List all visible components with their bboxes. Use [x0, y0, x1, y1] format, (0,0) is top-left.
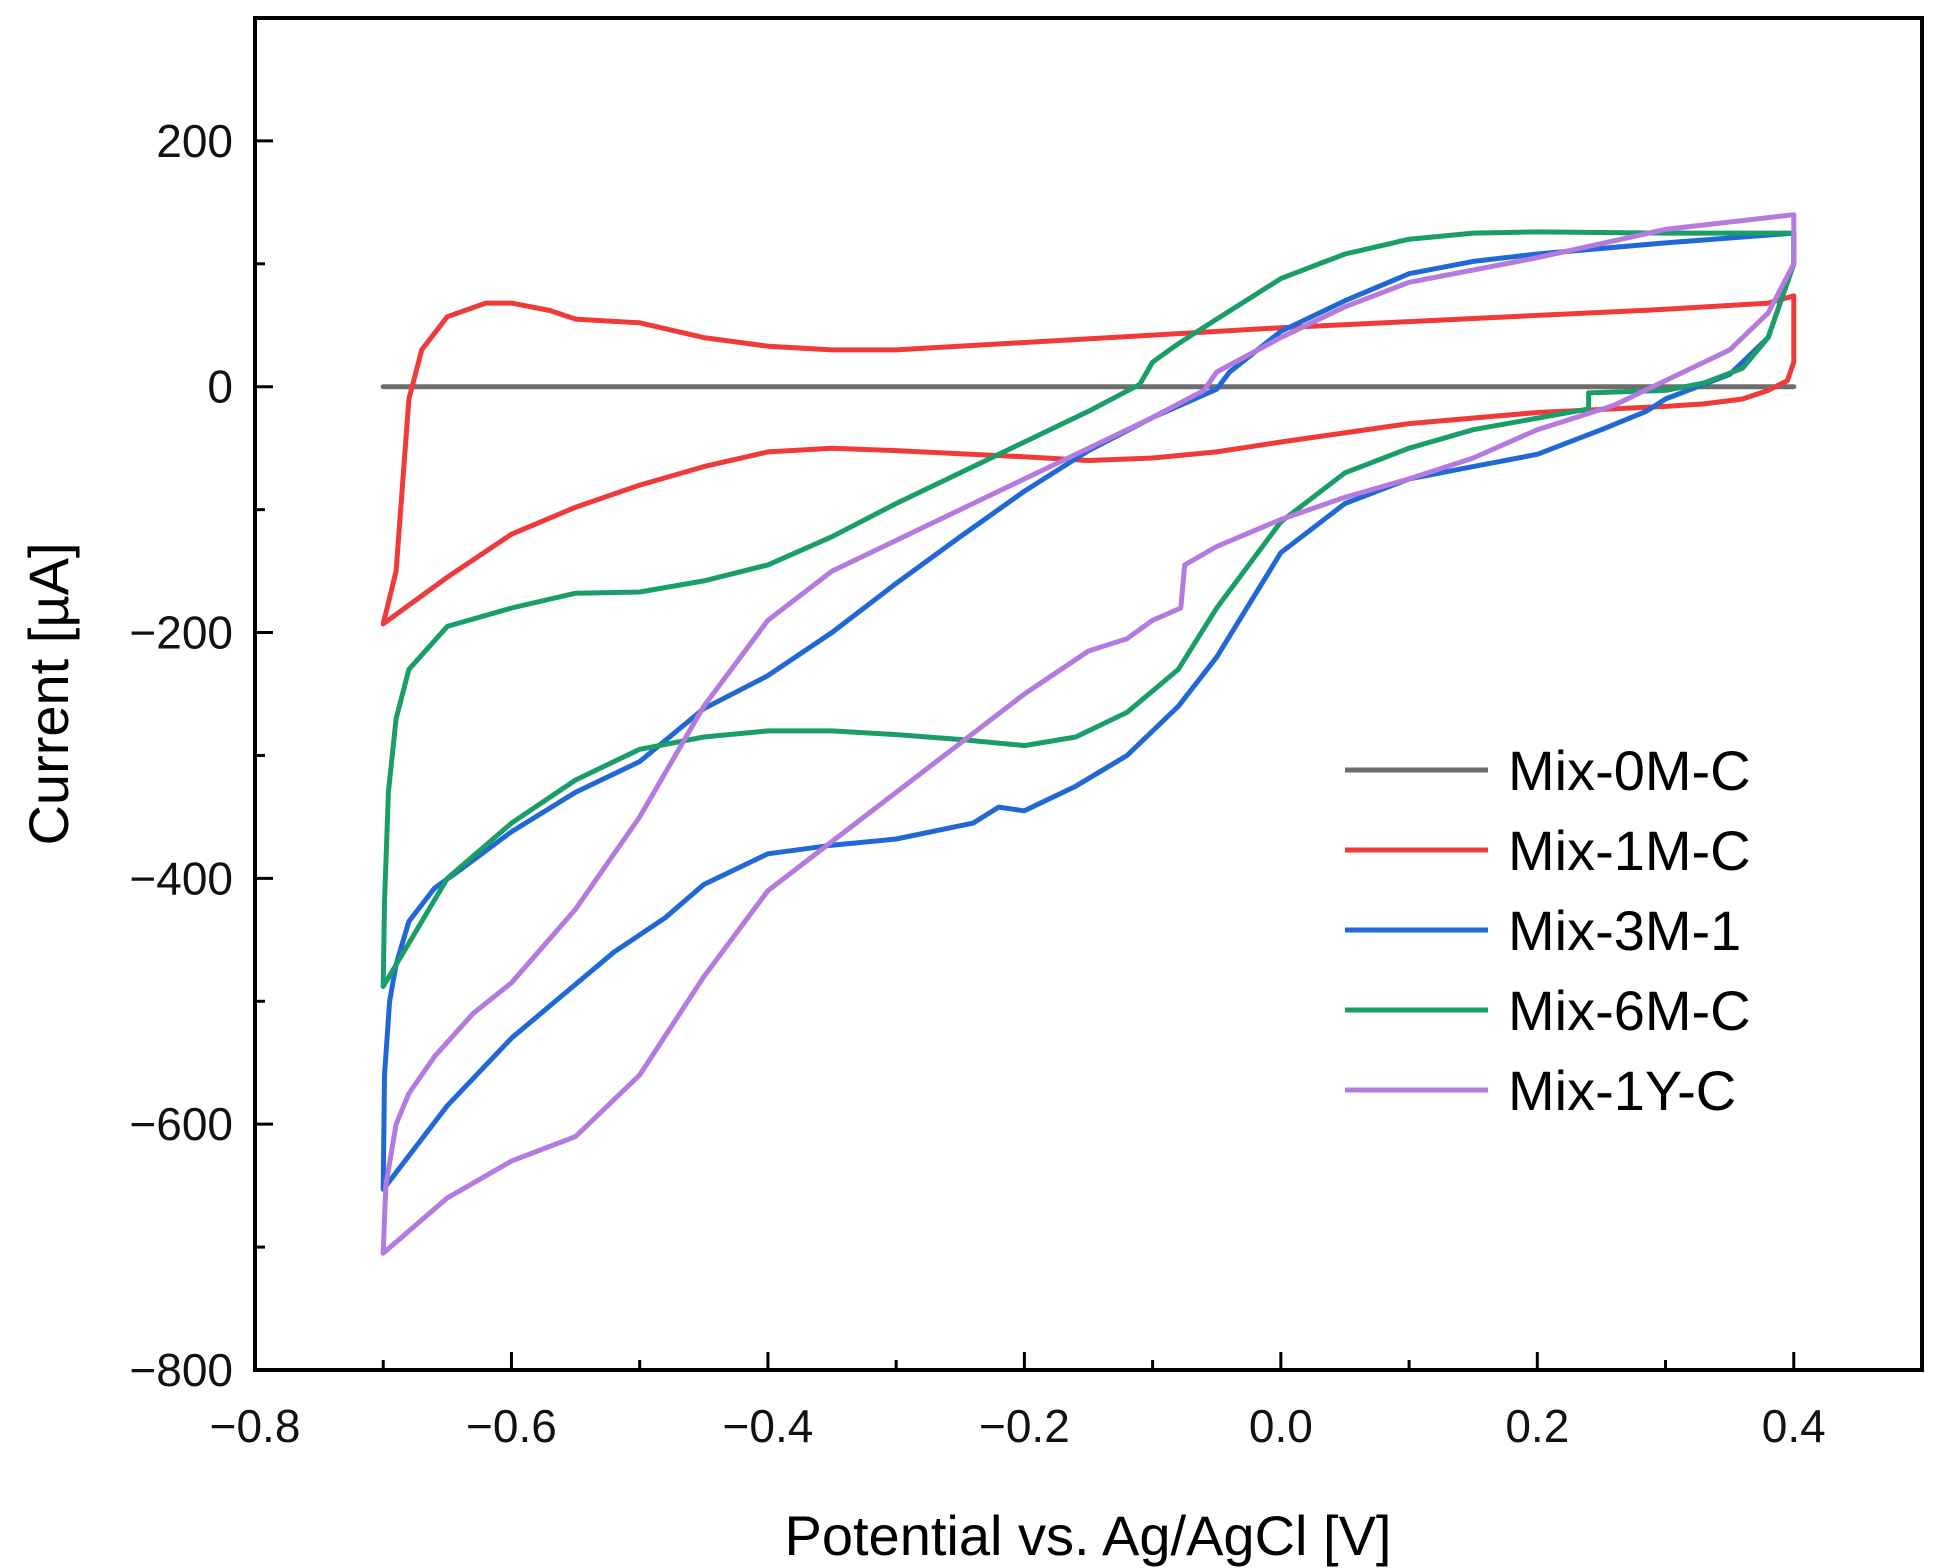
x-tick-label: −0.6 — [466, 1400, 557, 1452]
x-tick-label: −0.4 — [723, 1400, 814, 1452]
y-axis-title: Current [µA] — [17, 542, 80, 845]
series-line-mix-1y-c — [380, 212, 1797, 1256]
y-axis: 200 0 −200 −400 −600 −800 — [129, 115, 273, 1396]
x-axis-title: Potential vs. Ag/AgCl [V] — [785, 1504, 1392, 1567]
x-tick-label: 0.0 — [1249, 1400, 1313, 1452]
legend-label: Mix-6M-C — [1508, 979, 1751, 1042]
x-tick-label: −0.2 — [979, 1400, 1070, 1452]
y-tick-label: 200 — [156, 115, 233, 167]
x-tick-label: 0.2 — [1505, 1400, 1569, 1452]
y-tick-label: −600 — [129, 1098, 233, 1150]
legend-label: Mix-3M-1 — [1508, 899, 1741, 962]
y-tick-label: −400 — [129, 852, 233, 904]
series-layer — [380, 212, 1797, 1256]
x-tick-label: 0.4 — [1762, 1400, 1826, 1452]
x-tick-label: −0.8 — [210, 1400, 301, 1452]
series-line-mix-1m-c — [380, 293, 1797, 627]
legend: Mix-0M-C Mix-1M-C Mix-3M-1 Mix-6M-C Mix-1Y-C — [1345, 739, 1751, 1122]
y-tick-label: −200 — [129, 607, 233, 659]
x-axis: −0.8 −0.6 −0.4 −0.2 0.0 0.2 0.4 — [210, 1352, 1826, 1452]
y-tick-label: −800 — [129, 1344, 233, 1396]
legend-label: Mix-1M-C — [1508, 819, 1751, 882]
y-tick-label: 0 — [207, 361, 233, 413]
plot-frame — [253, 16, 1924, 1372]
legend-label: Mix-0M-C — [1508, 739, 1751, 802]
legend-label: Mix-1Y-C — [1508, 1059, 1736, 1122]
